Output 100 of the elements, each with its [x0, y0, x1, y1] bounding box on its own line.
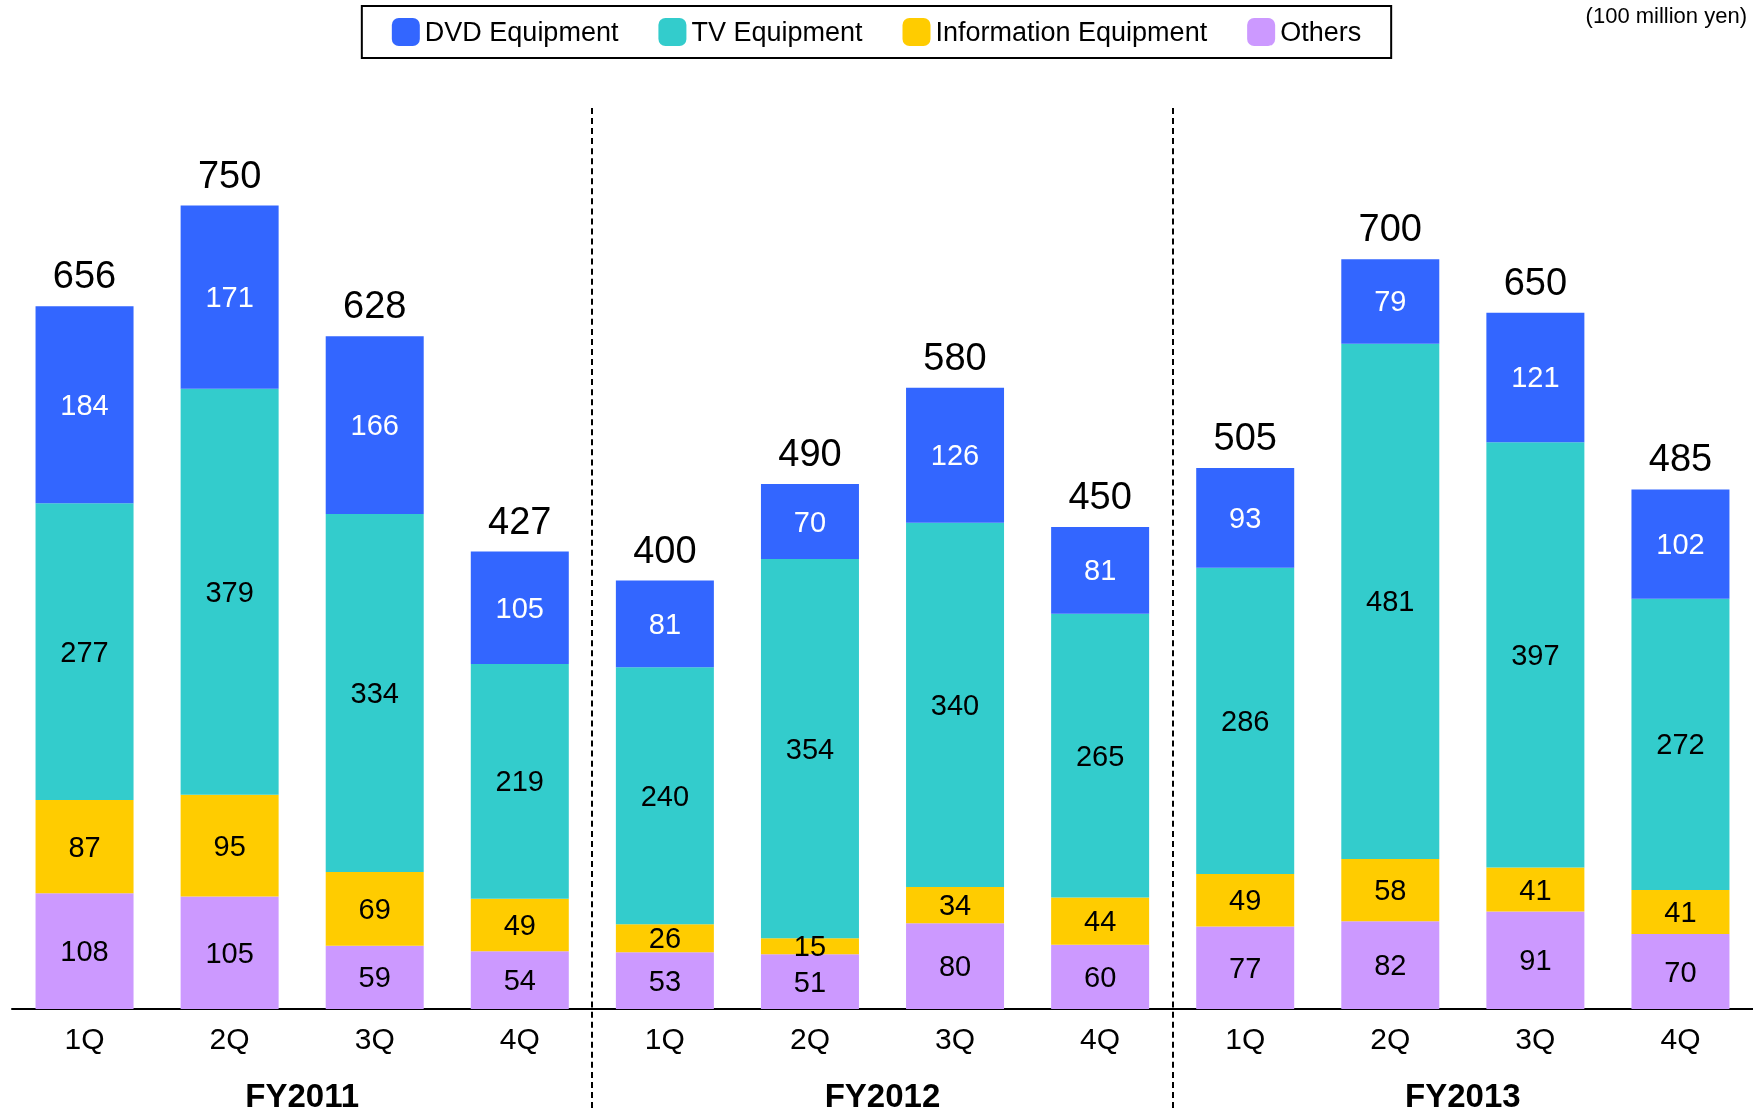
bar: [35, 503, 134, 801]
total-label: 450: [1068, 474, 1132, 517]
legend-label: DVD Equipment: [424, 17, 619, 47]
total-label: 628: [343, 284, 407, 327]
data-label: 95: [213, 829, 246, 862]
total-label: 656: [52, 254, 117, 297]
bar: [1631, 934, 1730, 1009]
data-label: 70: [1664, 955, 1697, 988]
bar: [35, 306, 134, 504]
data-label: 105: [205, 936, 254, 969]
bar: [1051, 944, 1150, 1009]
total-label: 650: [1503, 260, 1568, 303]
x-tick-label: 3Q: [1515, 1021, 1556, 1055]
x-tick-label: 4Q: [1080, 1021, 1121, 1055]
bar: [1196, 468, 1295, 568]
data-label: 79: [1374, 285, 1407, 318]
data-label: 34: [938, 889, 972, 922]
data-label: 77: [1229, 951, 1262, 984]
data-label: 171: [205, 281, 254, 314]
bar: [906, 387, 1005, 523]
text: (100 million yen): [1585, 2, 1747, 28]
bar: [1051, 613, 1150, 898]
data-label: 87: [68, 830, 101, 863]
data-label: 51: [793, 965, 827, 998]
data-label: 272: [1656, 728, 1705, 761]
total-label: 750: [197, 153, 262, 196]
data-label: 82: [1374, 949, 1407, 982]
data-label: 70: [793, 505, 827, 538]
data-label: 69: [358, 892, 391, 925]
text: FY2011: [245, 1077, 360, 1114]
data-label: 80: [938, 950, 972, 983]
data-label: 121: [1511, 361, 1560, 394]
bar: [470, 551, 569, 665]
x-tick-label: 2Q: [209, 1021, 250, 1055]
bar: [760, 954, 859, 1009]
x-tick-label: 1Q: [644, 1021, 685, 1055]
data-label: 41: [1664, 896, 1697, 929]
total-label: 400: [633, 528, 697, 571]
x-tick-label: 2Q: [1370, 1021, 1411, 1055]
bar: [615, 952, 714, 1009]
x-tick-label: 3Q: [935, 1021, 976, 1055]
data-label: 102: [1656, 528, 1705, 561]
bar: [180, 794, 279, 897]
bar: [1631, 489, 1730, 599]
total-label: 700: [1358, 207, 1422, 250]
bar: [35, 893, 134, 1009]
bar: [470, 898, 569, 952]
data-label: 81: [1083, 554, 1117, 587]
bar: [180, 205, 279, 389]
data-label: 93: [1229, 501, 1262, 534]
data-label: 53: [648, 964, 682, 997]
data-label: 58: [1374, 874, 1407, 907]
data-label: 240: [640, 779, 690, 812]
data-label: 108: [60, 935, 109, 968]
bar: [325, 945, 424, 1009]
data-label: 60: [1083, 960, 1117, 993]
bar: [325, 871, 424, 946]
bar: [1051, 526, 1150, 614]
bar: [1196, 926, 1295, 1009]
x-tick-label: 4Q: [499, 1021, 540, 1055]
bar: [35, 800, 134, 894]
bar: [1196, 567, 1295, 875]
data-label: 59: [358, 961, 391, 994]
total-label: 427: [488, 499, 552, 542]
data-label: 354: [785, 732, 835, 765]
bar: [1051, 897, 1150, 945]
bar: [1486, 312, 1585, 443]
total-label: 490: [778, 432, 842, 475]
data-label: 397: [1511, 638, 1560, 671]
total-label: 580: [923, 335, 987, 378]
text: FY2012: [824, 1077, 941, 1114]
bar: [1486, 867, 1585, 912]
legend-label: Others: [1280, 17, 1362, 47]
bar: [470, 664, 569, 899]
data-label: 49: [503, 908, 536, 941]
data-label: 41: [1519, 873, 1552, 906]
bar: [1486, 911, 1585, 1009]
data-label: 54: [503, 964, 536, 997]
x-tick-label: 2Q: [789, 1021, 830, 1055]
bar: [1486, 442, 1585, 868]
x-tick-label: 4Q: [1660, 1021, 1701, 1055]
bar: [906, 886, 1005, 924]
data-label: 26: [648, 922, 682, 955]
data-label: 219: [495, 765, 544, 798]
data-label: 379: [205, 575, 254, 608]
data-label: 126: [930, 439, 980, 472]
bar: [470, 951, 569, 1009]
data-label: 481: [1366, 585, 1415, 618]
bar: [1341, 343, 1440, 860]
bar: [1341, 921, 1440, 1009]
bar: [325, 336, 424, 515]
bar: [615, 667, 714, 925]
data-label: 340: [930, 688, 980, 721]
bar: [615, 580, 714, 668]
bar: [1341, 859, 1440, 922]
bar: [1196, 874, 1295, 927]
data-label: 105: [495, 591, 544, 624]
x-tick-label: 3Q: [354, 1021, 395, 1055]
data-label: 277: [60, 635, 109, 668]
x-tick-label: 1Q: [64, 1021, 105, 1055]
